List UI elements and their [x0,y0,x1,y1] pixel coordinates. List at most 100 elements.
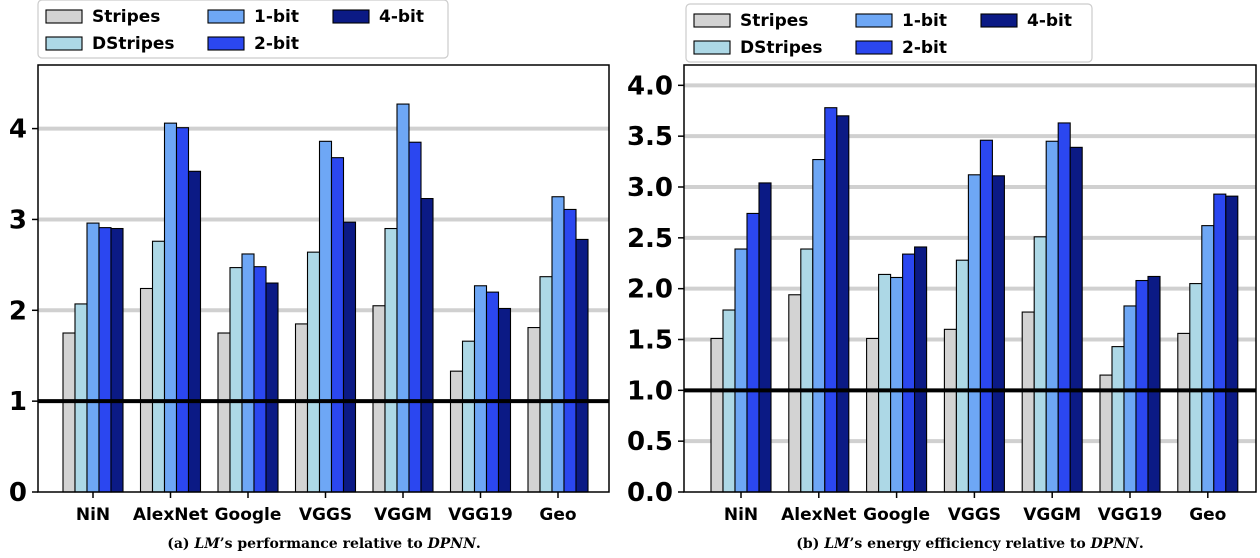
y-tick-label: 2 [9,296,27,326]
bar-dstripes-vgg19 [1111,346,1125,493]
legend-swatch-dstripes [693,40,731,55]
bar-stripes-nin [62,332,76,493]
bar-1-bit-alexnet [812,159,826,493]
bar-stripes-vgg19 [449,370,464,493]
legend-label-stripes: Stripes [92,7,160,27]
bar-1-bit-geo [551,196,565,493]
bar-2-bit-vggm [408,141,422,493]
bar-stripes-alexnet [788,294,802,493]
y-tick-label: 3.0 [627,173,673,203]
caption-lm: LM [823,536,850,552]
bar-dstripes-vggm [1033,236,1047,493]
bar-4-bit-alexnet [187,170,202,493]
bar-1-bit-alexnet [163,122,178,493]
bar-stripes-vggm [1021,311,1035,493]
bar-stripes-vggm [372,305,386,493]
x-tick-label: VGGS [299,505,352,525]
bar-2-bit-alexnet [175,127,190,493]
chart-performance: 0 1 2 3 4 NiN AlexNet Google VGGS VGGM VGG19 Geo Str… [9,0,610,552]
bar-4-bit-alexnet [836,115,850,493]
legend-label-4-bit: 4-bit [1027,11,1072,31]
y-tick-label: 4.0 [627,71,673,101]
bar-1-bit-vggs [967,174,981,493]
x-tick-label: VGG19 [448,505,513,525]
y-tick-label: 0.5 [627,427,673,457]
bar-1-bit-google [241,253,255,493]
x-tick-label: AlexNet [781,505,856,525]
bar-4-bit-vggs [991,175,1005,493]
legend: Stripes DStripes 1-bit 2-bit 4-bit [37,0,449,59]
bar-dstripes-alexnet [151,240,166,493]
chart-energy-efficiency: 0.0 0.5 1.0 1.5 2.0 2.5 3.0 3.5 4.0 NiN AlexNet Goo… [627,3,1257,552]
legend-label-4-bit: 4-bit [379,7,424,27]
bar-4-bit-geo [1225,195,1239,493]
bar-2-bit-vgg19 [485,291,500,493]
bar-2-bit-google [253,266,267,493]
y-tick-label: 1.5 [627,326,673,356]
caption-dpnn: DPNN [1090,536,1140,552]
bar-stripes-google [217,332,231,493]
y-tick-label: 4 [9,115,27,145]
bar-2-bit-nin [98,227,112,493]
x-tick-label: Geo [1189,505,1226,525]
legend-swatch-2-bit [855,40,893,55]
plot-frame [683,64,1257,493]
y-tick-label: 0 [9,478,27,508]
bar-dstripes-nin [74,303,88,493]
bar-stripes-nin [710,337,724,493]
legend-label-1-bit: 1-bit [902,11,947,31]
bar-stripes-google [866,337,880,493]
figure-caption: (a) LM’s performance relative to DPNN. [167,536,481,552]
bar-dstripes-google [878,273,892,493]
x-tick-label: Geo [539,505,576,525]
x-tick-label: VGGS [948,505,1001,525]
legend-swatch-dstripes [45,36,83,51]
bar-dstripes-nin [722,309,736,493]
bar-1-bit-vggm [396,103,410,493]
bar-4-bit-nin [110,227,124,493]
bar-1-bit-vgg19 [1123,305,1137,493]
legend-swatch-4-bit [980,13,1018,28]
y-tick-label: 0.0 [627,478,673,508]
y-tick-label: 2.5 [627,224,673,254]
bar-stripes-alexnet [139,287,154,493]
bar-2-bit-geo [563,208,577,493]
legend: Stripes DStripes 1-bit 2-bit 4-bit [685,3,1093,63]
legend-label-1-bit: 1-bit [254,7,299,27]
bar-2-bit-alexnet [824,107,838,493]
bar-dstripes-vggm [384,227,398,493]
caption-prefix: (a) [167,536,194,552]
bar-stripes-vggs [943,328,957,493]
caption-lm: LM [193,536,220,552]
bar-4-bit-vgg19 [1147,275,1161,493]
bar-dstripes-google [229,267,243,493]
bar-4-bit-vggs [342,221,357,493]
legend-swatch-2-bit [207,36,245,51]
figure-caption: (b) LM’s energy efficiency relative to D… [796,536,1143,552]
caption-prefix: (b) [796,536,824,552]
legend-label-dstripes: DStripes [92,34,175,54]
bar-stripes-geo [527,327,541,493]
bar-2-bit-google [902,253,916,493]
x-tick-label: NiN [724,505,758,525]
bar-2-bit-vggs [979,139,993,493]
caption-mid: ’s performance relative to [220,536,428,552]
x-tick-label: VGG19 [1098,505,1163,525]
bar-4-bit-vggm [1069,146,1083,493]
bar-4-bit-google [265,282,279,493]
caption-end: . [1139,536,1144,552]
bar-dstripes-alexnet [800,248,814,493]
y-tick-label: 1 [9,387,27,417]
bar-2-bit-geo [1213,193,1227,493]
bar-stripes-vgg19 [1099,374,1113,493]
legend-swatch-4-bit [332,9,370,24]
bar-1-bit-geo [1201,225,1215,493]
y-tick-label: 3.5 [627,122,673,152]
legend-swatch-1-bit [855,13,893,28]
bar-4-bit-nin [758,182,772,493]
plot-frame [37,64,610,493]
y-tick-label: 3 [9,205,27,235]
legend-swatch-1-bit [207,9,245,24]
x-tick-label: Google [215,505,282,525]
bar-1-bit-vggm [1045,140,1059,493]
